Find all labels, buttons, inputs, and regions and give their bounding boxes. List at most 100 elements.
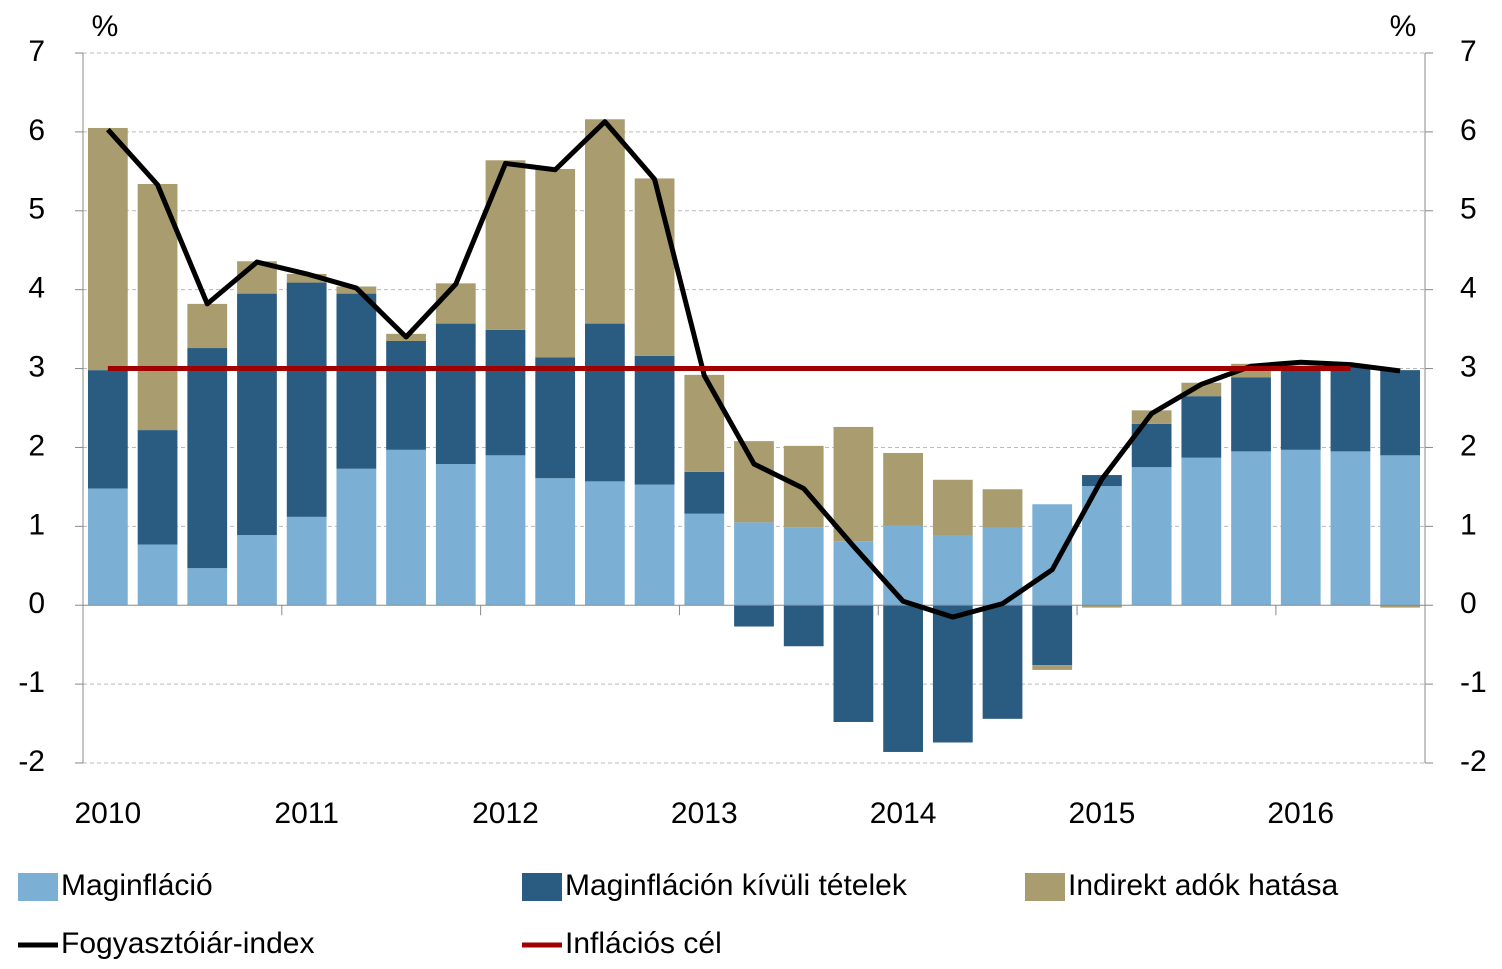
bar [833, 605, 874, 722]
bar [1380, 370, 1421, 456]
line [105, 119, 1401, 620]
y-tick-label: 6 [28, 114, 45, 147]
bar [1082, 605, 1122, 608]
y-axis-unit: % [92, 10, 119, 43]
y-tick-label: 7 [28, 35, 45, 68]
y-tick-label: -2 [18, 745, 45, 778]
y-tick-label: 0 [28, 587, 45, 620]
bar [734, 522, 774, 606]
bar [485, 329, 526, 456]
y-tick-label: -1 [18, 666, 45, 699]
bar [1380, 605, 1421, 608]
y2-tick-label: 1 [1460, 508, 1477, 541]
bar [1032, 504, 1073, 606]
y2-tick-label: 2 [1460, 429, 1477, 462]
bar [87, 127, 128, 371]
bar [734, 605, 774, 627]
bar [286, 282, 327, 517]
y2-axis-unit: % [1390, 10, 1417, 43]
bar [982, 605, 1023, 719]
bar [1380, 455, 1421, 606]
y-tick-label: 4 [28, 272, 45, 305]
bar [783, 527, 824, 606]
bar [535, 478, 576, 606]
bar [634, 355, 675, 485]
bar [883, 605, 923, 752]
legend-swatch [1025, 873, 1065, 901]
bar [87, 370, 128, 489]
bar [1131, 467, 1172, 606]
bar [585, 119, 625, 324]
legend-label: Inflációs cél [565, 927, 722, 960]
y-tick-label: 2 [28, 429, 45, 462]
x-tick-label: 2010 [74, 797, 141, 830]
legend-swatch [18, 873, 58, 901]
bar [1032, 665, 1073, 670]
bar [585, 323, 625, 482]
y2-tick-label: -1 [1460, 666, 1487, 699]
legend-label: Fogyasztóiár-index [61, 927, 314, 960]
bar [435, 464, 476, 606]
bar [1280, 367, 1321, 450]
bar [1231, 377, 1271, 452]
bar [535, 168, 576, 358]
bar [932, 535, 973, 606]
y-tick-label: 1 [28, 508, 45, 541]
bar [485, 160, 526, 330]
bar [187, 348, 228, 569]
bar [833, 541, 874, 606]
bar [286, 273, 327, 283]
bar [187, 303, 228, 349]
bar [386, 449, 426, 606]
bar [1181, 457, 1222, 606]
bar [1330, 366, 1371, 452]
y2-tick-label: -2 [1460, 745, 1487, 778]
bar [237, 535, 277, 606]
x-tick-label: 2014 [870, 797, 937, 830]
bar [1280, 449, 1321, 606]
bar [87, 488, 128, 606]
y-tick-label: 3 [28, 350, 45, 383]
bar [684, 374, 725, 472]
bar [435, 283, 476, 324]
bar [386, 340, 426, 450]
bar [435, 323, 476, 465]
y2-tick-label: 3 [1460, 350, 1477, 383]
legend-swatch [522, 873, 562, 901]
legend-label: Maginfláción kívüli tételek [565, 869, 908, 902]
bar [485, 455, 526, 606]
bar [734, 441, 774, 523]
x-tick-label: 2016 [1267, 797, 1334, 830]
bar [535, 357, 576, 479]
bar [634, 484, 675, 606]
bar [585, 481, 625, 606]
bar [932, 605, 973, 743]
legend-label: Maginfláció [61, 869, 213, 902]
bar [684, 513, 725, 606]
y2-tick-label: 6 [1460, 114, 1477, 147]
bar [932, 479, 973, 536]
bar [336, 293, 377, 469]
y2-tick-label: 4 [1460, 272, 1477, 305]
bar [1032, 605, 1073, 666]
bar [187, 568, 228, 606]
bar [1330, 451, 1371, 606]
x-tick-label: 2015 [1069, 797, 1136, 830]
bar [783, 605, 824, 647]
y2-tick-label: 0 [1460, 587, 1477, 620]
bar [833, 426, 874, 542]
bar [1181, 396, 1222, 458]
y2-tick-label: 5 [1460, 193, 1477, 226]
y-tick-label: 5 [28, 193, 45, 226]
bar [883, 525, 923, 606]
bar [883, 452, 923, 526]
bar [982, 489, 1023, 528]
bar [286, 516, 327, 606]
legend-label: Indirekt adók hatása [1068, 869, 1338, 902]
bar [237, 293, 277, 536]
bar [137, 430, 178, 545]
x-tick-label: 2011 [274, 797, 339, 830]
bar [684, 471, 725, 514]
bar [137, 544, 178, 606]
